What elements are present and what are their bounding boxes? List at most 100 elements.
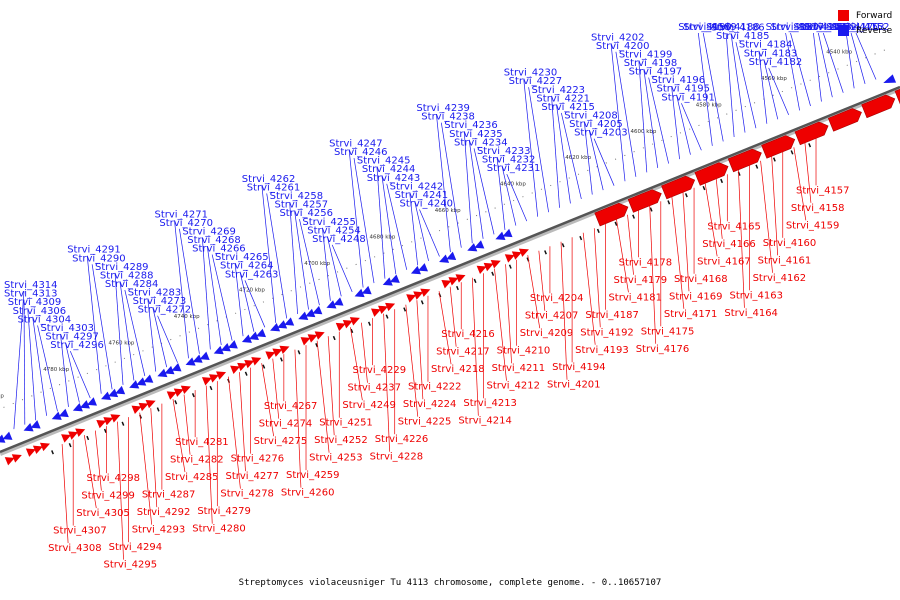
forward-gene-arrow <box>230 365 241 375</box>
reverse-gene-label: Strvi_4242 <box>390 181 444 192</box>
reverse-gene-label: Strvi_4184 <box>739 40 793 51</box>
feature-tick <box>420 300 424 305</box>
forward-gene-arrow <box>75 428 86 437</box>
forward-gene-arrow <box>11 454 22 463</box>
forward-leader-line <box>627 214 634 275</box>
reverse-leader-line <box>211 254 233 341</box>
reverse-gene-label: Strvi_4296 <box>50 340 104 351</box>
forward-gene-label: Strvi_4224 <box>403 399 457 410</box>
forward-gene-large <box>727 148 762 173</box>
forward-gene-label: Strvi_4165 <box>707 221 761 232</box>
forward-gene-label: Strvi_4259 <box>286 470 340 481</box>
reverse-gene-arrow <box>199 351 210 360</box>
reverse-gene-label: Strvi_4269 <box>182 226 236 237</box>
forward-gene-arrow <box>110 414 121 423</box>
reverse-gene-label: Strvi_4152 <box>836 22 890 33</box>
forward-leader-line <box>228 376 241 489</box>
feature-tick <box>350 328 354 334</box>
reverse-gene-arrow <box>502 228 513 238</box>
forward-leader-line <box>316 340 330 453</box>
reverse-leader-line <box>813 32 822 102</box>
reverse-gene-label: Strvi_4200 <box>596 41 650 52</box>
forward-leader-line <box>438 291 452 365</box>
reverse-leader-line <box>638 60 648 173</box>
forward-gene-arrow <box>25 448 36 457</box>
reverse-gene-arrow <box>129 380 140 389</box>
reverse-leader-line <box>65 342 80 403</box>
forward-gene-arrow <box>173 388 184 397</box>
reverse-leader-line <box>725 32 735 138</box>
reverse-gene-arrow <box>284 317 295 326</box>
forward-gene-arrow <box>237 362 248 372</box>
reverse-leader-line <box>322 227 331 301</box>
reverse-gene-arrow <box>72 403 83 412</box>
reverse-gene-label: Strvi_4202 <box>591 32 645 43</box>
reverse-leader-line <box>588 130 604 191</box>
forward-leader-line <box>715 178 723 239</box>
kbp-tick-label: 4680 kbp <box>369 235 395 241</box>
reverse-leader-line <box>496 156 506 230</box>
forward-leader-line <box>61 444 69 544</box>
forward-leader-line <box>682 192 690 292</box>
genome-caption: Streptomyces violaceusniger Tu 4113 chro… <box>238 578 662 588</box>
forward-gene-arrow <box>300 337 311 346</box>
reverse-leader-line <box>86 255 102 394</box>
forward-gene-label: Strvi_4212 <box>486 381 540 392</box>
reverse-gene-label: Strvi_4199 <box>619 49 673 60</box>
forward-gene-label: Strvi_4249 <box>342 400 396 411</box>
reverse-leader-line <box>91 264 113 390</box>
forward-gene-arrow <box>307 334 318 343</box>
forward-gene-large <box>861 94 896 119</box>
feature-tick <box>755 164 759 169</box>
reverse-gene-label: Strvi_4271 <box>154 209 208 220</box>
forward-gene-arrow <box>504 254 515 263</box>
feature-tick <box>596 228 600 234</box>
reverse-leader-line <box>845 32 855 89</box>
reverse-gene-label: Strvi_4215 <box>541 102 595 113</box>
forward-gene-label: Strvi_4164 <box>724 308 778 319</box>
forward-leader-line <box>560 241 568 380</box>
feature-tick <box>315 343 319 348</box>
forward-gene-label: Strvi_4287 <box>142 490 196 501</box>
forward-gene-large <box>661 175 696 200</box>
forward-leader-line <box>95 430 102 491</box>
reverse-leader-line <box>473 148 495 235</box>
reverse-gene-label: Strvi_4230 <box>504 68 558 79</box>
forward-gene-label: Strvi_4274 <box>259 419 313 430</box>
forward-leader-line <box>183 394 191 455</box>
feature-tick <box>367 321 371 326</box>
forward-gene-label: Strvi_4279 <box>197 506 251 517</box>
forward-leader-line <box>272 358 280 419</box>
forward-leader-line <box>361 322 368 383</box>
reverse-leader-line <box>468 139 484 239</box>
reverse-leader-line <box>671 86 680 160</box>
forward-gene-label: Strvi_4211 <box>492 363 546 374</box>
reverse-leader-line <box>648 77 669 164</box>
reverse-gene-arrow <box>270 323 281 332</box>
forward-gene-large <box>894 88 900 105</box>
forward-leader-line <box>771 156 779 256</box>
reverse-gene-label: Strvi_4245 <box>357 156 411 167</box>
reverse-leader-line <box>556 104 571 204</box>
reverse-leader-line <box>289 202 298 315</box>
feature-tick <box>508 264 512 269</box>
reverse-leader-line <box>419 209 440 257</box>
reverse-gene-arrow <box>30 420 41 429</box>
reverse-gene-arrow <box>354 288 365 298</box>
reverse-gene-label: Strvi_4236 <box>444 120 498 131</box>
forward-leader-line <box>616 219 629 293</box>
reverse-gene-arrow <box>0 434 6 443</box>
reverse-gene-label: Strvi_4205 <box>569 119 623 130</box>
reverse-gene-label: Strvi_4172 <box>803 22 857 33</box>
legend-forward-label: Forward <box>856 10 893 21</box>
reverse-gene-label: Strvi_4244 <box>362 164 416 175</box>
reverse-leader-line <box>506 173 528 222</box>
forward-gene-label: Strvi_4295 <box>104 560 158 571</box>
reverse-leader-line <box>299 219 320 306</box>
reverse-leader-line <box>615 51 637 177</box>
kbp-tick-label: 4760 kbp <box>108 340 134 346</box>
forward-gene-label: Strvi_4308 <box>48 543 102 554</box>
kbp-tick-label: 4740 kbp <box>174 314 200 320</box>
reverse-gene-label: Strvi_4239 <box>416 103 470 114</box>
legend: Forward Reverse <box>838 8 892 38</box>
